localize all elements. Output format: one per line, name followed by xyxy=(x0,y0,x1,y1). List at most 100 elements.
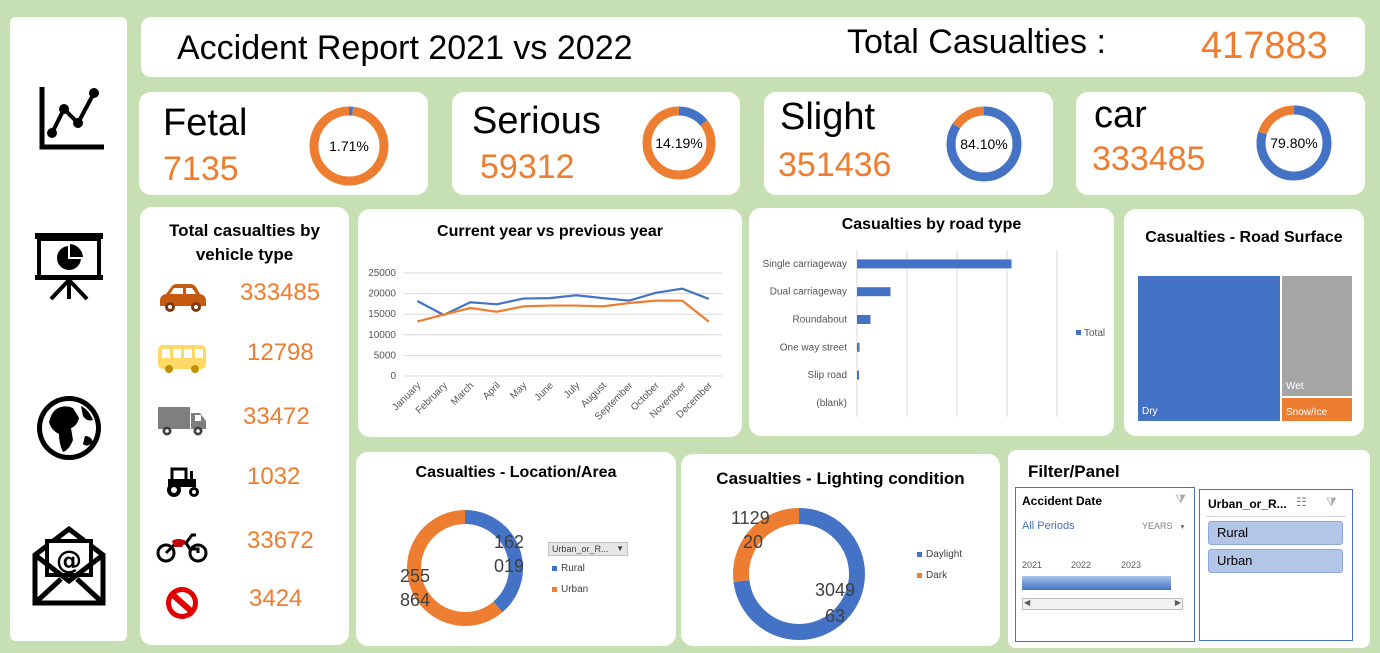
rural-data-label: 162 019 xyxy=(494,530,524,578)
daylight-label-line1: 3049 xyxy=(815,580,856,600)
kpi-donut-rest xyxy=(309,106,389,186)
rural-label-line2: 019 xyxy=(494,556,525,576)
donut-slice-dark xyxy=(733,508,865,640)
period-unit-label: YEARS xyxy=(1142,521,1173,531)
mail-icon[interactable]: @ xyxy=(10,523,127,607)
treemap-snow-ice: Snow/Ice xyxy=(1282,398,1352,421)
line-chart: 0500010000150002000025000JanuaryFebruary… xyxy=(368,268,722,423)
lighting-title: Casualties - Lighting condition xyxy=(716,469,965,488)
kpi-value: 333485 xyxy=(1092,140,1206,178)
scroll-right-icon[interactable]: ▶ xyxy=(1174,598,1181,607)
slicer-option-rural[interactable]: Rural xyxy=(1208,521,1343,545)
page-title: Accident Report 2021 vs 2022 xyxy=(177,29,633,67)
x-tick-label: April xyxy=(481,380,503,402)
bar-category-label: Dual carriageway xyxy=(770,287,847,298)
scroll-left-icon[interactable]: ◀ xyxy=(1024,598,1031,607)
multi-select-icon[interactable]: ☷ xyxy=(1296,495,1307,509)
legend-label: Dark xyxy=(926,570,948,581)
vehicle-value: 3424 xyxy=(249,585,303,612)
treemap-dry: Dry xyxy=(1138,276,1280,421)
vehicle-type-title-line2: vehicle type xyxy=(195,245,294,264)
kpi-value: 7135 xyxy=(163,150,239,188)
legend-item-rural: Rural xyxy=(552,563,585,574)
motorcycle-icon xyxy=(156,533,208,563)
vehicle-value: 12798 xyxy=(247,339,314,366)
no-entry-icon xyxy=(166,587,198,619)
legend-swatch-rural xyxy=(552,565,557,571)
area-legend-filter[interactable]: Urban_or_R... ▼ xyxy=(548,542,628,556)
bar-category-label: Roundabout xyxy=(793,315,848,326)
dark-data-label: 1129 20 xyxy=(731,506,770,554)
vehicle-value: 333485 xyxy=(240,279,321,306)
dark-label-line1: 1129 xyxy=(731,508,770,528)
kpi-donut xyxy=(1256,105,1332,181)
slicer-option-urban[interactable]: Urban xyxy=(1208,549,1343,573)
line-chart-icon[interactable] xyxy=(10,83,127,153)
legend-label: Daylight xyxy=(926,549,963,560)
area-legend-header: Urban_or_R... xyxy=(552,544,609,554)
kpi-percent: 84.10% xyxy=(960,136,1008,152)
clear-filter-icon[interactable]: ⧩ xyxy=(1175,492,1186,506)
kpi-donut-rest xyxy=(642,106,716,180)
tractor-icon xyxy=(167,467,199,497)
all-periods-label[interactable]: All Periods xyxy=(1022,520,1075,532)
vehicle-value: 33672 xyxy=(247,527,314,554)
donut-slice-urban xyxy=(407,510,523,626)
chevron-down-icon[interactable]: ▼ xyxy=(616,544,624,553)
kpi-card-fatal: Fetal 7135 1.71% xyxy=(139,92,428,195)
period-unit-dropdown[interactable]: YEARS ▼ xyxy=(1142,521,1186,531)
accident-date-slicer: Accident Date ⧩ All Periods YEARS ▼ 2021… xyxy=(1015,487,1195,642)
road-type-title: Casualties by road type xyxy=(841,216,1022,233)
x-tick-label: May xyxy=(508,380,529,401)
urban-data-label: 255 864 xyxy=(400,564,430,612)
bar-category-label: (blank) xyxy=(816,398,847,409)
timeline-selection-bar[interactable] xyxy=(1022,576,1171,590)
bus-icon xyxy=(158,345,206,373)
kpi-card-slight: Slight 351436 84.10% xyxy=(764,92,1053,195)
kpi-card-serious: Serious 59312 14.19% xyxy=(452,92,740,195)
dark-label-line2: 20 xyxy=(743,532,764,552)
bar-category-label: Single carriageway xyxy=(763,259,848,270)
bar-category-label: One way street xyxy=(780,342,847,353)
filter-panel-title: Filter/Panel xyxy=(1028,462,1120,481)
kpi-label: Serious xyxy=(472,100,601,142)
y-tick-label: 20000 xyxy=(368,289,396,300)
legend-item-urban: Urban xyxy=(552,584,588,595)
timeline-scrollbar[interactable]: ◀ ▶ xyxy=(1022,598,1183,610)
bar-category-label: Slip road xyxy=(808,370,847,381)
kpi-donut-rest xyxy=(1256,105,1332,181)
globe-icon[interactable] xyxy=(10,392,127,464)
kpi-donut xyxy=(642,106,716,180)
bar xyxy=(857,259,1012,269)
truck-icon xyxy=(158,407,206,436)
legend-swatch-dark xyxy=(917,572,922,578)
area-slicer-header: Urban_or_R... xyxy=(1208,497,1287,511)
location-area-donut xyxy=(407,510,523,626)
y-tick-label: 10000 xyxy=(368,330,396,341)
presentation-pie-icon[interactable] xyxy=(10,229,127,301)
date-slicer-header: Accident Date xyxy=(1022,494,1103,508)
vehicle-value: 33472 xyxy=(243,403,310,430)
kpi-label: Fetal xyxy=(163,102,248,144)
x-tick-label: March xyxy=(449,380,476,407)
treemap-wet: Wet xyxy=(1282,276,1352,396)
legend-swatch-total xyxy=(1076,330,1081,335)
timeline-year-2021[interactable]: 2021 xyxy=(1022,560,1043,570)
clear-filter-icon[interactable]: ⧩ xyxy=(1326,495,1337,509)
treemap-dry-label: Dry xyxy=(1142,406,1158,417)
rural-label-line1: 162 xyxy=(494,532,525,552)
legend-swatch-urban xyxy=(552,586,557,592)
y-tick-label: 5000 xyxy=(374,350,397,361)
x-tick-label: June xyxy=(533,380,556,403)
urban-label-line1: 255 xyxy=(400,566,431,586)
legend-label: Urban xyxy=(561,584,589,595)
vehicle-type-title: Total casualties by vehicle type xyxy=(140,219,349,267)
total-casualties-value: 417883 xyxy=(1201,25,1328,67)
kpi-percent: 1.71% xyxy=(329,138,369,154)
lighting-donut xyxy=(733,508,865,640)
y-tick-label: 0 xyxy=(390,371,396,382)
timeline-year-2022[interactable]: 2022 xyxy=(1071,560,1092,570)
road-type-bar-chart: Single carriageway Dual carriageway Rounda… xyxy=(763,250,1105,417)
timeline-year-2023[interactable]: 2023 xyxy=(1121,560,1142,570)
bar xyxy=(857,342,860,352)
